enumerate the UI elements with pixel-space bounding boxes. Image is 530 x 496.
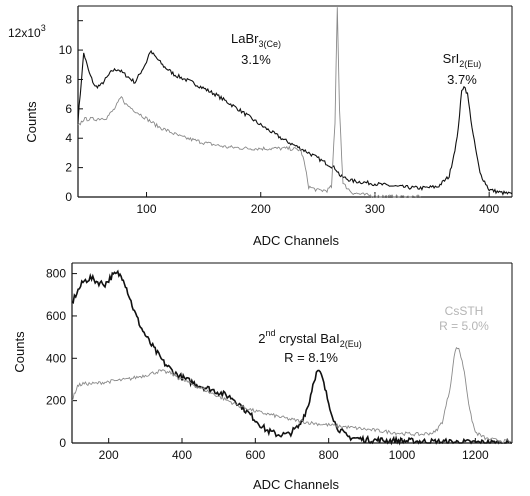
top-y-tick-label: 6 xyxy=(65,102,72,116)
top-y-tick-label: 0 xyxy=(65,190,72,204)
bottom-series-light xyxy=(71,346,513,444)
labr3-annotation: LaBr3(Ce) xyxy=(231,31,281,49)
bottom-y-tick-label: 600 xyxy=(46,309,66,323)
faint-label-line2: R = 5.0% xyxy=(439,319,489,333)
top-y-tick-label: 4 xyxy=(65,131,72,145)
labr3-resolution: 3.1% xyxy=(241,52,271,67)
bottom-x-tick-label: 600 xyxy=(245,448,265,462)
top-y-scale-label: 12x103 xyxy=(8,23,46,40)
top-x-tick-label: 100 xyxy=(137,202,157,216)
bottom-ylabel: Counts xyxy=(12,331,27,373)
top-x-tick-label: 400 xyxy=(479,202,499,216)
bottom-x-tick-label: 800 xyxy=(319,448,339,462)
bottom-x-tick-label: 1200 xyxy=(462,448,489,462)
top-series-dark xyxy=(77,49,513,196)
sri2-annotation: SrI2(Eu) xyxy=(443,51,482,69)
faint-label-line1: CsSTH xyxy=(445,304,484,318)
top-y-tick-label: 8 xyxy=(65,72,72,86)
bottom-y-tick-label: 400 xyxy=(46,351,66,365)
top-xlabel: ADC Channels xyxy=(253,233,339,248)
bottom-x-tick-label: 400 xyxy=(172,448,192,462)
top-y-tick-label: 2 xyxy=(65,161,72,175)
bottom-series-dark xyxy=(71,269,512,446)
bottom-panel: 200 400 600 800 1000 1200 0 200 400 600 800 Counts… xyxy=(12,262,513,492)
bottom-x-tick-label: 1000 xyxy=(389,448,416,462)
top-x-tick-label: 200 xyxy=(251,202,271,216)
top-series-light xyxy=(77,7,421,198)
top-ylabel: Counts xyxy=(24,101,39,143)
bottom-y-tick-label: 0 xyxy=(59,436,66,450)
bai2-annotation: 2nd crystal BaI2(Eu) xyxy=(258,328,362,349)
bottom-y-tick-label: 200 xyxy=(46,394,66,408)
bottom-y-tick-label: 800 xyxy=(46,267,66,281)
top-x-tick-label: 300 xyxy=(365,202,385,216)
bottom-x-tick-label: 200 xyxy=(99,448,119,462)
bottom-xlabel: ADC Channels xyxy=(253,477,339,492)
sri2-resolution: 3.7% xyxy=(447,72,477,87)
bai2-resolution: R = 8.1% xyxy=(284,350,338,365)
top-y-tick-label: 10 xyxy=(59,43,73,57)
